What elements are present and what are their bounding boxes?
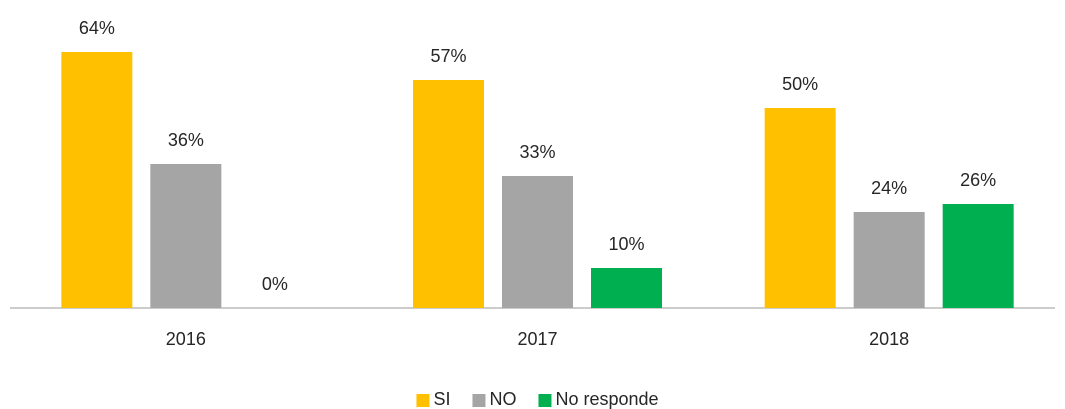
bar [61, 52, 133, 308]
bar [764, 108, 836, 308]
legend-label: No responde [555, 389, 658, 409]
data-label: 10% [608, 234, 644, 254]
data-label: 50% [782, 74, 818, 94]
data-label: 64% [79, 18, 115, 38]
bar [502, 176, 573, 308]
data-label: 24% [871, 178, 907, 198]
legend-swatch [416, 394, 430, 407]
data-label: 57% [430, 46, 466, 66]
legend-label: SI [433, 389, 450, 409]
data-label: 36% [168, 130, 204, 150]
x-tick-label: 2017 [517, 329, 557, 349]
bar [413, 80, 484, 308]
legend-swatch [538, 394, 552, 407]
x-tick-label: 2018 [869, 329, 909, 349]
bar [942, 204, 1014, 308]
data-label: 33% [519, 142, 555, 162]
legend-label: NO [489, 389, 516, 409]
legend-swatch [472, 394, 486, 407]
bar [591, 268, 662, 308]
bar [853, 212, 925, 308]
bar [150, 164, 222, 308]
data-label: 0% [262, 274, 288, 294]
data-label: 26% [960, 170, 996, 190]
x-tick-label: 2016 [166, 329, 206, 349]
